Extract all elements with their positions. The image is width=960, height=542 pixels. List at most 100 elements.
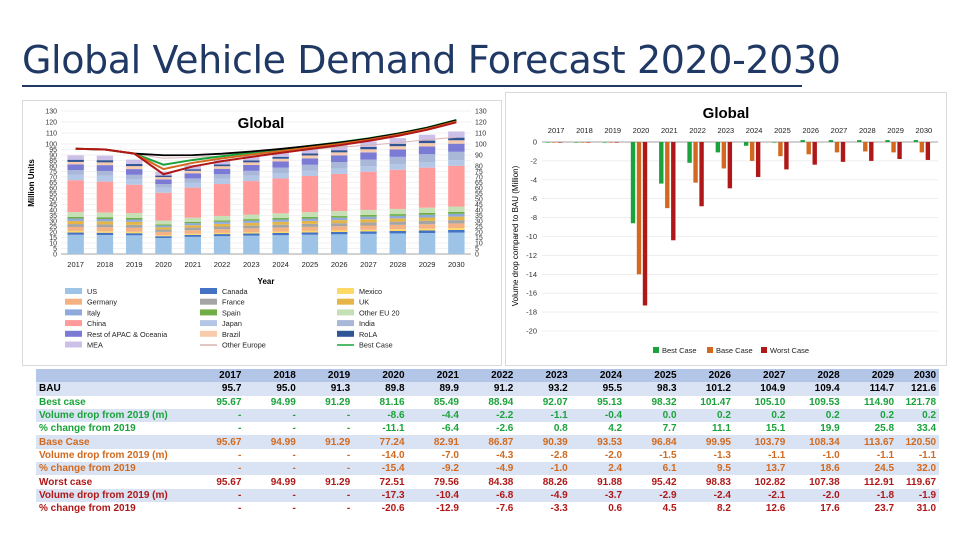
secondary-y-tick-label: 75: [475, 169, 483, 176]
bar-japan-2026: [331, 168, 348, 174]
table-cell: -4.9: [461, 462, 517, 476]
bar-rest-of-apac-oceania-2028: [389, 149, 406, 157]
table-cell: 13.7: [733, 462, 789, 476]
table-cell: 108.34: [788, 435, 843, 449]
bar-spain-2024: [272, 218, 289, 220]
bar-canada-2021: [184, 234, 201, 237]
legend-label-mexico: Mexico: [359, 287, 382, 296]
legend-label-canada: Canada: [222, 287, 249, 296]
bar-base-case-2023: [721, 142, 727, 169]
y-tick-label: -14: [526, 270, 537, 279]
bar-france-2024: [272, 224, 289, 228]
legend-swatch-us: [65, 288, 82, 294]
bar-china-2018: [96, 181, 114, 213]
bar-japan-2020: [155, 187, 172, 193]
bar-worst-case-2021: [671, 142, 676, 241]
table-header-year: 2030: [897, 369, 940, 383]
bar-us-2019: [126, 235, 143, 254]
bar-italy-2019: [126, 219, 143, 222]
y-tick-label: 10: [49, 241, 57, 248]
bar-india-2019: [126, 174, 143, 179]
bar-rola-2027: [360, 146, 377, 150]
bar-uk-2029: [418, 217, 436, 221]
bar-brazil-2022: [213, 166, 231, 169]
y-tick-label: 95: [49, 147, 57, 154]
x-tick-label: 2020: [155, 260, 172, 269]
bar-us-2021: [184, 236, 201, 254]
bar-rola-2023: [243, 160, 260, 163]
bar-france-2027: [360, 222, 377, 226]
bar-japan-2028: [389, 164, 406, 170]
bar-us-2028: [389, 233, 406, 254]
table-cell: 104.9: [733, 382, 789, 396]
bar-india-2021: [184, 178, 201, 183]
x-tick-label: 2022: [214, 260, 231, 269]
row-label: Volume drop from 2019 (m): [36, 488, 190, 502]
bar-brazil-2029: [418, 143, 436, 147]
table-cell: -7.0: [407, 448, 462, 463]
bar-us-2020: [155, 237, 172, 254]
y-tick-label: 85: [49, 158, 57, 165]
bar-best-case-2028: [857, 140, 862, 142]
table-cell: -3.3: [516, 501, 571, 516]
y-tick-label: 80: [49, 164, 57, 171]
table-row: Best case 95.67 94.99 91.29 81.16 85.49 88.94 9…: [36, 395, 940, 409]
page-title: Global Vehicle Demand Forecast 2020-2030: [22, 38, 841, 82]
bar-us-2030: [448, 232, 465, 254]
bar-japan-2029: [418, 162, 436, 168]
bar-best-case-2018: [574, 142, 579, 143]
bar-india-2027: [360, 159, 377, 167]
table-cell: -: [190, 448, 245, 463]
x-tick-label: 2026: [802, 126, 819, 135]
table-cell: -4.9: [516, 488, 571, 502]
secondary-y-tick-label: 70: [475, 175, 483, 182]
bar-mea-2017: [67, 155, 84, 160]
bar-canada-2027: [360, 231, 377, 234]
bar-worst-case-2018: [586, 142, 591, 143]
secondary-y-tick-label: 45: [475, 202, 483, 209]
table-cell: 120.50: [897, 435, 940, 449]
bar-japan-2018: [96, 175, 114, 182]
legend-label-spain: Spain: [222, 308, 241, 317]
table-header-year: 2025: [625, 369, 680, 383]
bar-china-2028: [389, 169, 406, 209]
bar-india-2020: [155, 184, 172, 188]
table-cell: -: [190, 408, 245, 423]
row-label: Volume drop from 2019 (m): [36, 448, 190, 463]
y-tick-label: 75: [49, 169, 57, 176]
bar-mexico-2026: [331, 230, 348, 232]
table-cell: 95.67: [190, 395, 245, 409]
bar-italy-2020: [155, 225, 172, 228]
bar-base-case-2024: [749, 142, 755, 161]
x-tick-label: 2023: [718, 126, 735, 135]
x-tick-label: 2021: [184, 260, 201, 269]
table-cell: -1.1: [897, 448, 940, 463]
table-header-blank: [36, 369, 190, 383]
legend-swatch-japan: [200, 320, 217, 327]
bar-other-eu-20-2028: [389, 208, 406, 215]
table-cell: -: [298, 488, 354, 502]
bar-canada-2017: [67, 232, 84, 235]
table-cell: -2.1: [733, 488, 789, 502]
bar-best-case-2025: [772, 142, 777, 143]
table-header-year: 2029: [842, 369, 898, 383]
table-cell: 89.9: [407, 382, 462, 396]
y-tick-label: 65: [49, 180, 57, 187]
secondary-y-tick-label: 15: [475, 235, 483, 242]
bar-china-2021: [184, 187, 201, 218]
table-cell: -0.4: [570, 408, 626, 423]
x-tick-label: 2026: [331, 260, 348, 269]
x-tick-label: 2023: [243, 260, 260, 269]
bar-china-2024: [272, 178, 289, 214]
table-cell: 0.2: [842, 408, 898, 423]
table-cell: 98.83: [679, 475, 734, 489]
y-axis-title: Million Units: [27, 159, 36, 207]
bar-mea-2024: [272, 151, 289, 157]
table-cell: 98.32: [625, 395, 680, 409]
bar-rest-of-apac-oceania-2017: [67, 164, 84, 171]
x-tick-label: 2030: [916, 126, 933, 135]
table-cell: 7.7: [625, 422, 680, 436]
table-cell: -: [190, 422, 245, 436]
table-header-row: 2017 2018 2019 2020 2021 2022 2023 2024 2025 2026…: [36, 369, 940, 383]
bar-canada-2024: [272, 232, 289, 236]
